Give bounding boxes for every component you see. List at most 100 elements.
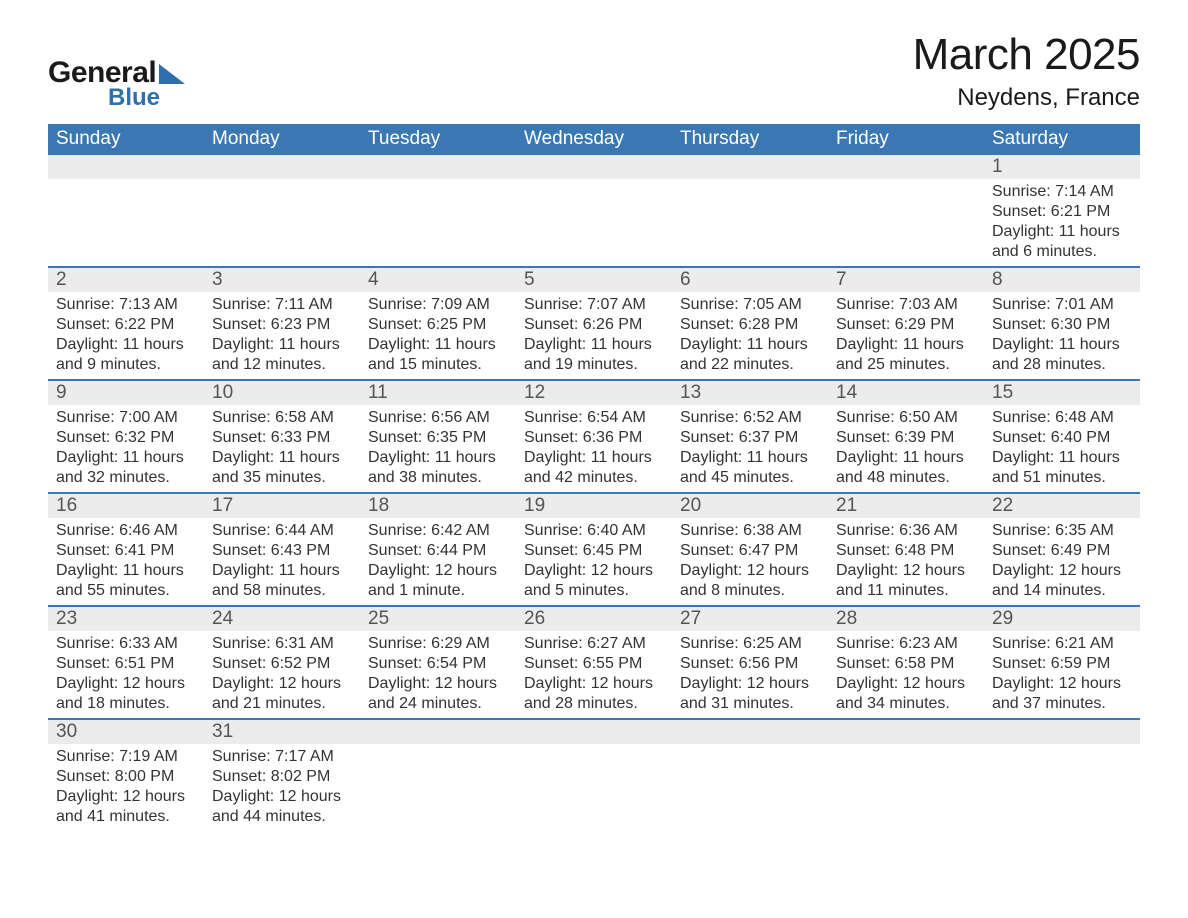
- day-num-row: 9101112131415: [48, 381, 1140, 405]
- day-details: [828, 179, 984, 266]
- day-details: Sunrise: 6:31 AMSunset: 6:52 PMDaylight:…: [204, 631, 360, 718]
- sunset-text: Sunset: 6:56 PM: [680, 654, 820, 674]
- sunset-text: Sunset: 6:47 PM: [680, 541, 820, 561]
- sunset-text: Sunset: 6:44 PM: [368, 541, 508, 561]
- sunrise-text: Sunrise: 6:21 AM: [992, 634, 1132, 654]
- sunrise-text: Sunrise: 6:38 AM: [680, 521, 820, 541]
- sunset-text: Sunset: 6:49 PM: [992, 541, 1132, 561]
- daylight-text: Daylight: 11 hours and 6 minutes.: [992, 222, 1132, 262]
- day-details: Sunrise: 7:19 AMSunset: 8:00 PMDaylight:…: [48, 744, 204, 831]
- day-number: 4: [360, 268, 516, 292]
- sunrise-text: Sunrise: 6:50 AM: [836, 408, 976, 428]
- sunrise-text: Sunrise: 7:07 AM: [524, 295, 664, 315]
- daylight-text: Daylight: 11 hours and 48 minutes.: [836, 448, 976, 488]
- dow-cell: Tuesday: [360, 124, 516, 155]
- day-number: 24: [204, 607, 360, 631]
- sunset-text: Sunset: 6:21 PM: [992, 202, 1132, 222]
- day-number: [360, 720, 516, 744]
- daylight-text: Daylight: 12 hours and 31 minutes.: [680, 674, 820, 714]
- sunrise-text: Sunrise: 6:23 AM: [836, 634, 976, 654]
- day-details: Sunrise: 6:27 AMSunset: 6:55 PMDaylight:…: [516, 631, 672, 718]
- calendar-page: General Blue March 2025 Neydens, France …: [0, 0, 1188, 871]
- day-num-row: 3031: [48, 720, 1140, 744]
- sunset-text: Sunset: 6:54 PM: [368, 654, 508, 674]
- daylight-text: Daylight: 12 hours and 8 minutes.: [680, 561, 820, 601]
- calendar: SundayMondayTuesdayWednesdayThursdayFrid…: [48, 124, 1140, 831]
- day-details: [672, 744, 828, 831]
- day-num-row: 1: [48, 155, 1140, 179]
- daylight-text: Daylight: 11 hours and 22 minutes.: [680, 335, 820, 375]
- sunrise-text: Sunrise: 6:48 AM: [992, 408, 1132, 428]
- daylight-text: Daylight: 11 hours and 38 minutes.: [368, 448, 508, 488]
- day-details: Sunrise: 6:52 AMSunset: 6:37 PMDaylight:…: [672, 405, 828, 492]
- sunrise-text: Sunrise: 6:25 AM: [680, 634, 820, 654]
- day-details: [360, 179, 516, 266]
- dow-cell: Thursday: [672, 124, 828, 155]
- day-details: Sunrise: 6:50 AMSunset: 6:39 PMDaylight:…: [828, 405, 984, 492]
- day-details: Sunrise: 6:46 AMSunset: 6:41 PMDaylight:…: [48, 518, 204, 605]
- day-number: [984, 720, 1140, 744]
- sunset-text: Sunset: 6:25 PM: [368, 315, 508, 335]
- daylight-text: Daylight: 11 hours and 51 minutes.: [992, 448, 1132, 488]
- day-number: 17: [204, 494, 360, 518]
- day-number: 2: [48, 268, 204, 292]
- day-number: 5: [516, 268, 672, 292]
- sunrise-text: Sunrise: 6:40 AM: [524, 521, 664, 541]
- daylight-text: Daylight: 11 hours and 28 minutes.: [992, 335, 1132, 375]
- sunrise-text: Sunrise: 6:29 AM: [368, 634, 508, 654]
- sunset-text: Sunset: 6:40 PM: [992, 428, 1132, 448]
- weeks-container: 1Sunrise: 7:14 AMSunset: 6:21 PMDaylight…: [48, 155, 1140, 831]
- sunrise-text: Sunrise: 6:44 AM: [212, 521, 352, 541]
- sunset-text: Sunset: 6:23 PM: [212, 315, 352, 335]
- sunrise-text: Sunrise: 7:13 AM: [56, 295, 196, 315]
- day-num-row: 16171819202122: [48, 494, 1140, 518]
- day-number: 22: [984, 494, 1140, 518]
- day-number: 23: [48, 607, 204, 631]
- days-of-week-row: SundayMondayTuesdayWednesdayThursdayFrid…: [48, 124, 1140, 155]
- day-number: 25: [360, 607, 516, 631]
- day-details: Sunrise: 6:25 AMSunset: 6:56 PMDaylight:…: [672, 631, 828, 718]
- day-number: [516, 720, 672, 744]
- day-details: Sunrise: 6:48 AMSunset: 6:40 PMDaylight:…: [984, 405, 1140, 492]
- day-number: [828, 155, 984, 179]
- day-number: 15: [984, 381, 1140, 405]
- daylight-text: Daylight: 12 hours and 28 minutes.: [524, 674, 664, 714]
- sunset-text: Sunset: 6:35 PM: [368, 428, 508, 448]
- day-number: 3: [204, 268, 360, 292]
- sunrise-text: Sunrise: 6:56 AM: [368, 408, 508, 428]
- day-details: [48, 179, 204, 266]
- daylight-text: Daylight: 12 hours and 44 minutes.: [212, 787, 352, 827]
- day-details: [516, 179, 672, 266]
- day-number: 10: [204, 381, 360, 405]
- sunset-text: Sunset: 6:32 PM: [56, 428, 196, 448]
- day-details: [204, 179, 360, 266]
- day-number: 7: [828, 268, 984, 292]
- daylight-text: Daylight: 11 hours and 19 minutes.: [524, 335, 664, 375]
- details-row: Sunrise: 6:46 AMSunset: 6:41 PM Daylight:…: [48, 518, 1140, 605]
- sunrise-text: Sunrise: 6:46 AM: [56, 521, 196, 541]
- sunset-text: Sunset: 6:51 PM: [56, 654, 196, 674]
- day-details: Sunrise: 6:35 AMSunset: 6:49 PMDaylight:…: [984, 518, 1140, 605]
- sunrise-text: Sunrise: 6:58 AM: [212, 408, 352, 428]
- day-details: Sunrise: 7:17 AMSunset: 8:02 PMDaylight:…: [204, 744, 360, 831]
- title-block: March 2025 Neydens, France: [913, 30, 1140, 112]
- dow-cell: Monday: [204, 124, 360, 155]
- day-details: Sunrise: 6:21 AMSunset: 6:59 PMDaylight:…: [984, 631, 1140, 718]
- sunset-text: Sunset: 6:43 PM: [212, 541, 352, 561]
- day-details: [360, 744, 516, 831]
- day-details: [828, 744, 984, 831]
- sunset-text: Sunset: 8:02 PM: [212, 767, 352, 787]
- day-details: Sunrise: 6:38 AMSunset: 6:47 PMDaylight:…: [672, 518, 828, 605]
- sunrise-text: Sunrise: 7:01 AM: [992, 295, 1132, 315]
- daylight-text: Daylight: 12 hours and 1 minute.: [368, 561, 508, 601]
- day-number: 20: [672, 494, 828, 518]
- daylight-text: Daylight: 12 hours and 41 minutes.: [56, 787, 196, 827]
- daylight-text: Daylight: 12 hours and 18 minutes.: [56, 674, 196, 714]
- sunset-text: Sunset: 6:39 PM: [836, 428, 976, 448]
- week-row: 1 Sunrise: 7:14 AMSunset: 6:21 PMDaylight…: [48, 155, 1140, 268]
- week-row: 3031 Sunrise: 7:19 AMSunset: 8:00 PMDayl…: [48, 720, 1140, 831]
- sunrise-text: Sunrise: 7:17 AM: [212, 747, 352, 767]
- sunrise-text: Sunrise: 7:14 AM: [992, 182, 1132, 202]
- week-row: 16171819202122Sunrise: 6:46 AMSunset: 6:…: [48, 494, 1140, 607]
- sunset-text: Sunset: 6:41 PM: [56, 541, 196, 561]
